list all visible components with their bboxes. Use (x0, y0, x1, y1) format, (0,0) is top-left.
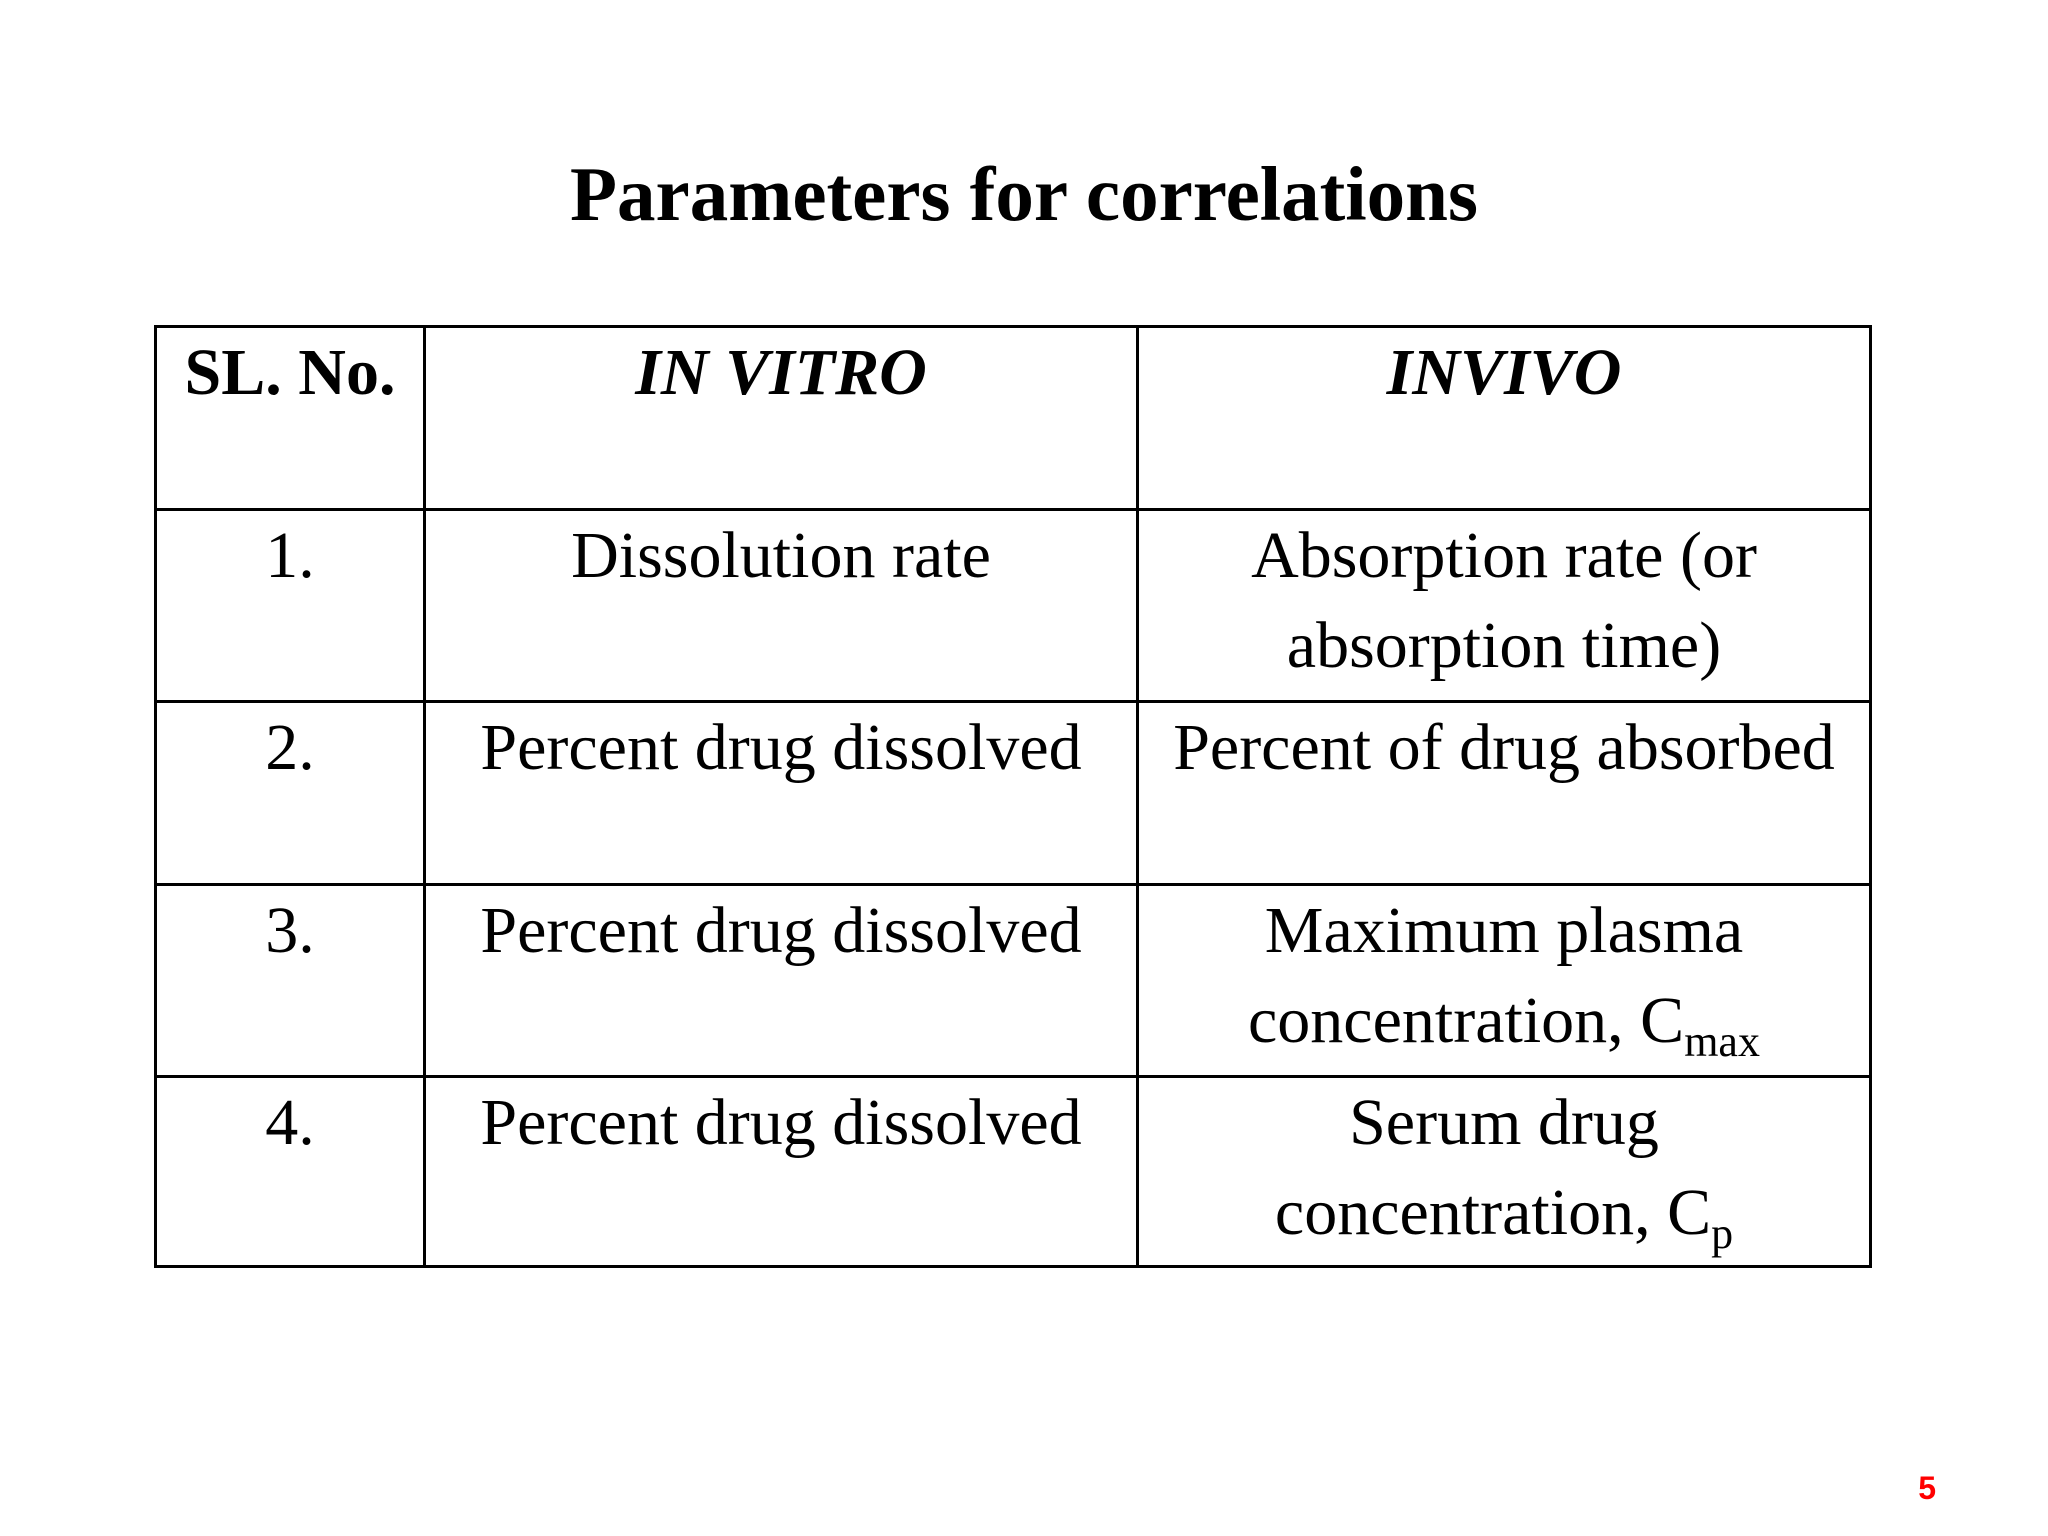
cell-sl-no: 4. (154, 1075, 426, 1268)
page-number: 5 (1918, 1470, 1936, 1506)
table-row: 2. Percent drug dissolved Percent of dru… (154, 700, 1872, 886)
correlation-table: SL. No. IN VITRO INVIVO 1. Dissolution r… (154, 325, 1872, 1268)
cmax-subscript: max (1684, 1017, 1760, 1066)
header-in-vivo: INVIVO (1136, 325, 1872, 511)
header-in-vitro: IN VITRO (423, 325, 1139, 511)
table-row: 4. Percent drug dissolved Serum drug con… (154, 1075, 1872, 1268)
cell-in-vivo-line1: Absorption rate (or (1251, 519, 1757, 592)
cell-in-vitro: Percent drug dissolved (423, 700, 1139, 886)
cell-in-vivo-line2: concentration, C (1274, 1176, 1712, 1249)
cell-in-vivo: Absorption rate (or absorption time) (1136, 508, 1872, 703)
cell-in-vitro: Percent drug dissolved (423, 1075, 1139, 1268)
cell-sl-no: 2. (154, 700, 426, 886)
slide-title: Parameters for correlations (570, 151, 1478, 237)
header-sl-no: SL. No. (154, 325, 426, 511)
cell-in-vivo-line2: absorption time) (1286, 609, 1722, 682)
cell-in-vivo-line1: Percent of drug absorbed (1173, 711, 1835, 784)
cp-subscript: p (1711, 1209, 1734, 1258)
cell-in-vivo-line1: Serum drug (1349, 1086, 1659, 1159)
cell-in-vivo: Maximum plasma concentration, Cmax (1136, 883, 1872, 1078)
cell-in-vivo-line2: concentration, C (1248, 984, 1685, 1057)
table-header-row: SL. No. IN VITRO INVIVO (154, 325, 1872, 511)
cell-in-vitro: Dissolution rate (423, 508, 1139, 703)
cell-sl-no: 1. (154, 508, 426, 703)
table-row: 3. Percent drug dissolved Maximum plasma… (154, 883, 1872, 1078)
cell-in-vivo: Serum drug concentration, Cp (1136, 1075, 1872, 1268)
cell-in-vivo-line1: Maximum plasma (1264, 894, 1744, 967)
cell-in-vivo: Percent of drug absorbed (1136, 700, 1872, 886)
table-row: 1. Dissolution rate Absorption rate (or … (154, 508, 1872, 703)
cell-in-vitro: Percent drug dissolved (423, 883, 1139, 1078)
cell-sl-no: 3. (154, 883, 426, 1078)
